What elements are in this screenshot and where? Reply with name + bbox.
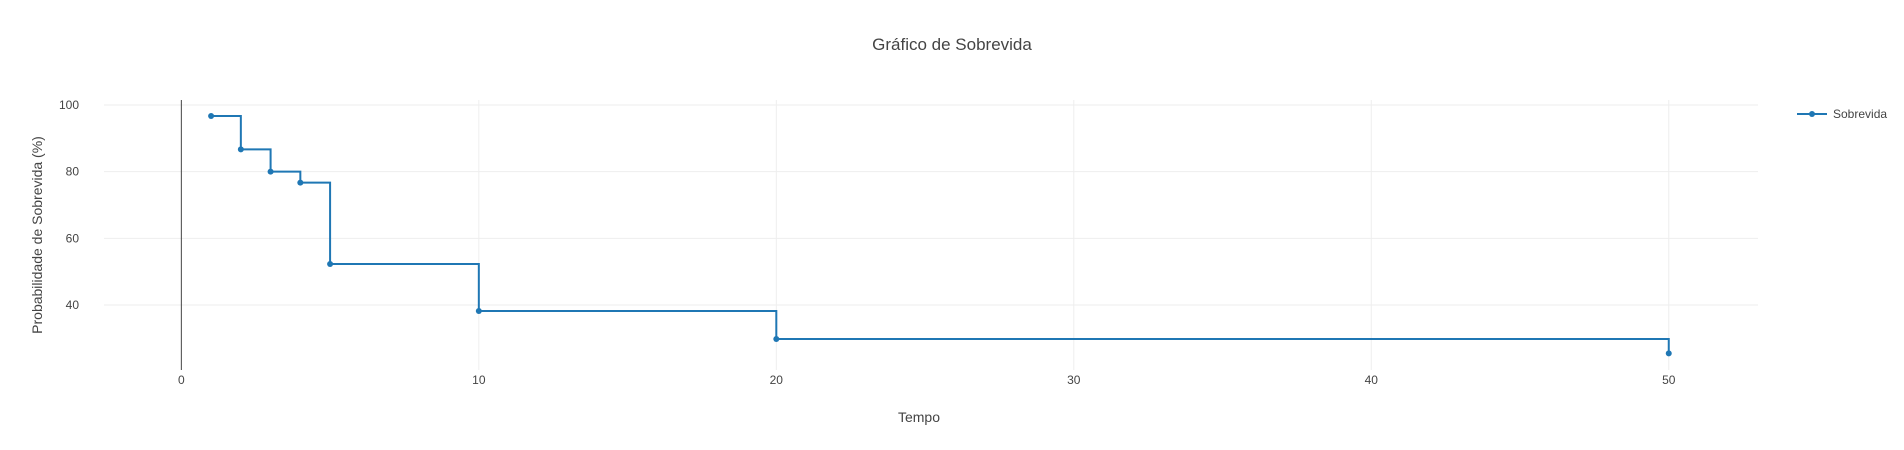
x-tick-label: 40 xyxy=(1365,373,1379,387)
x-tick-label: 20 xyxy=(770,373,784,387)
x-axis-title: Tempo xyxy=(898,409,940,425)
series-layer xyxy=(208,113,1672,357)
data-point xyxy=(327,261,334,267)
data-point xyxy=(297,179,304,186)
data-point xyxy=(475,308,482,314)
y-axis-title: Probabilidade de Sobrevida (%) xyxy=(29,136,45,334)
data-point xyxy=(237,146,244,153)
x-tick-label: 10 xyxy=(472,373,486,387)
legend-label-sobrevida: Sobrevida xyxy=(1833,107,1887,121)
data-point xyxy=(1665,350,1672,357)
data-point xyxy=(773,336,780,342)
x-tick-label: 0 xyxy=(178,373,185,387)
data-point xyxy=(208,113,215,119)
y-tick-label: 100 xyxy=(59,98,79,112)
x-tick-label: 30 xyxy=(1067,373,1081,387)
y-tick-label: 80 xyxy=(66,165,80,179)
legend[interactable]: Sobrevida xyxy=(1797,107,1887,121)
y-tick-label: 40 xyxy=(66,298,80,312)
y-tick-label: 60 xyxy=(66,231,80,245)
axes: 0 10 20 30 40 50 40 60 80 100 xyxy=(59,98,1676,387)
chart-title: Gráfico de Sobrevida xyxy=(872,35,1032,54)
gridlines xyxy=(104,100,1758,370)
x-tick-label: 50 xyxy=(1662,373,1676,387)
legend-marker-sobrevida xyxy=(1809,111,1815,117)
data-point xyxy=(267,168,274,175)
series-line-sobrevida xyxy=(211,115,1670,354)
